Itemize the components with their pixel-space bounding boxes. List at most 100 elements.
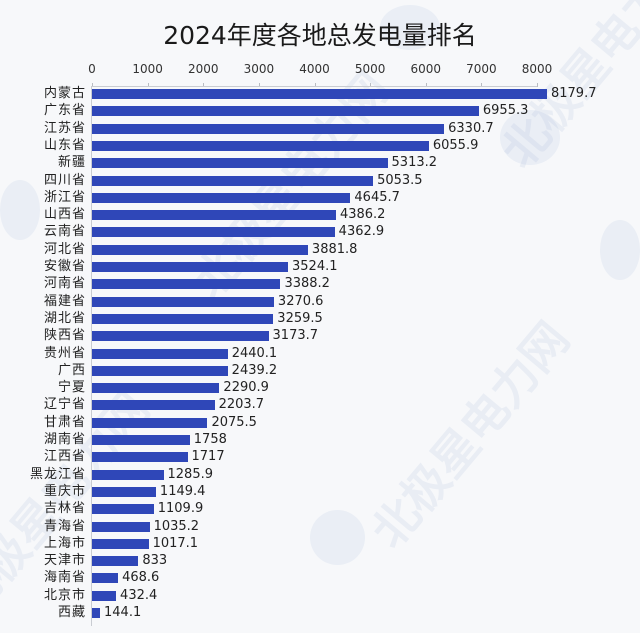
bar bbox=[92, 244, 308, 255]
category-label: 浙江省 bbox=[43, 189, 86, 205]
value-label: 1017.1 bbox=[152, 535, 199, 551]
bar bbox=[92, 123, 445, 134]
bar bbox=[92, 417, 208, 428]
bar-row: 重庆市 1149.4 bbox=[0, 483, 640, 500]
bar bbox=[92, 556, 139, 567]
x-tick-mark bbox=[481, 83, 483, 87]
bar-row: 天津市 833 bbox=[0, 552, 640, 569]
value-label: 3259.5 bbox=[277, 310, 323, 326]
x-tick-mark bbox=[370, 83, 372, 87]
category-label: 山东省 bbox=[43, 137, 86, 153]
bar-row: 云南省 4362.9 bbox=[0, 223, 640, 240]
x-tick-label: 6000 bbox=[410, 62, 442, 76]
category-label: 湖北省 bbox=[43, 310, 86, 326]
value-label: 6055.9 bbox=[432, 137, 479, 153]
value-label: 6330.7 bbox=[448, 120, 494, 136]
category-label: 宁夏 bbox=[57, 380, 86, 396]
bar bbox=[92, 486, 156, 497]
category-label: 福建省 bbox=[43, 293, 86, 309]
category-label: 黑龙江省 bbox=[29, 466, 86, 482]
bar-row: 湖南省 1758 bbox=[0, 431, 640, 448]
bar-row: 黑龙江省 1285.9 bbox=[0, 466, 640, 483]
value-label: 1717 bbox=[191, 449, 225, 465]
value-label: 3881.8 bbox=[311, 241, 358, 257]
category-label: 北京市 bbox=[43, 587, 86, 603]
x-tick-mark bbox=[314, 83, 316, 87]
x-tick-mark bbox=[203, 83, 205, 87]
value-label: 2203.7 bbox=[218, 397, 265, 413]
category-label: 云南省 bbox=[43, 224, 86, 240]
bar bbox=[92, 521, 150, 532]
bar bbox=[92, 192, 351, 203]
bar-row: 福建省 3270.6 bbox=[0, 293, 640, 310]
category-label: 天津市 bbox=[43, 553, 86, 569]
bar bbox=[92, 158, 388, 169]
value-label: 8179.7 bbox=[550, 86, 597, 101]
bar bbox=[92, 383, 220, 394]
x-tick-mark bbox=[147, 83, 149, 87]
value-label: 3388.2 bbox=[284, 276, 330, 292]
bar bbox=[92, 140, 429, 151]
bar bbox=[92, 279, 281, 290]
category-label: 湖南省 bbox=[43, 432, 86, 447]
value-label: 4386.2 bbox=[339, 207, 386, 223]
value-label: 1035.2 bbox=[153, 518, 200, 534]
bar bbox=[92, 365, 228, 376]
bar-row: 湖北省 3259.5 bbox=[0, 310, 640, 327]
x-tick-label: 0 bbox=[88, 62, 96, 76]
category-label: 河南省 bbox=[43, 276, 86, 292]
category-label: 河北省 bbox=[43, 241, 86, 257]
value-label: 1109.9 bbox=[157, 501, 204, 517]
bar-row: 西藏 144.1 bbox=[0, 604, 640, 621]
bar bbox=[92, 89, 547, 99]
category-label: 江西省 bbox=[43, 449, 86, 465]
value-label: 144.1 bbox=[104, 605, 142, 620]
bar-row: 江苏省 6330.7 bbox=[0, 120, 640, 137]
y-axis-line bbox=[91, 86, 92, 626]
x-tick-mark bbox=[258, 83, 260, 87]
bar bbox=[92, 227, 335, 238]
value-label: 1285.9 bbox=[167, 466, 214, 482]
category-label: 西藏 bbox=[57, 605, 86, 620]
bar-row: 山西省 4386.2 bbox=[0, 206, 640, 223]
value-label: 2075.5 bbox=[211, 414, 257, 430]
bar bbox=[92, 331, 269, 342]
category-label: 重庆市 bbox=[43, 483, 86, 499]
bar bbox=[92, 400, 215, 411]
bar-row: 贵州省 2440.1 bbox=[0, 345, 640, 362]
bar-row: 河北省 3881.8 bbox=[0, 241, 640, 258]
value-label: 468.6 bbox=[122, 570, 160, 586]
category-label: 甘肃省 bbox=[43, 414, 86, 430]
category-label: 山西省 bbox=[43, 207, 86, 223]
category-label: 上海市 bbox=[43, 535, 86, 551]
bar-row: 北京市 432.4 bbox=[0, 587, 640, 604]
x-axis-line bbox=[91, 86, 537, 87]
category-label: 安徽省 bbox=[43, 259, 86, 274]
bar bbox=[92, 608, 100, 618]
bar-row: 青海省 1035.2 bbox=[0, 518, 640, 535]
value-label: 3173.7 bbox=[272, 328, 319, 344]
bar-row: 上海市 1017.1 bbox=[0, 535, 640, 552]
bar-row: 陕西省 3173.7 bbox=[0, 327, 640, 344]
category-label: 内蒙古 bbox=[43, 86, 86, 101]
x-tick-label: 8000 bbox=[521, 62, 553, 76]
bar bbox=[92, 452, 188, 463]
x-tick-label: 7000 bbox=[466, 62, 497, 76]
bar-row: 新疆 5313.2 bbox=[0, 154, 640, 171]
bar bbox=[92, 538, 149, 549]
bar-row: 吉林省 1109.9 bbox=[0, 500, 640, 517]
chart-title: 2024年度各地总发电量排名 bbox=[163, 21, 477, 50]
x-tick-mark bbox=[537, 83, 538, 87]
bar-row: 江西省 1717 bbox=[0, 448, 640, 465]
category-label: 广东省 bbox=[43, 103, 86, 119]
bar-row: 辽宁省 2203.7 bbox=[0, 396, 640, 413]
bar-row: 甘肃省 2075.5 bbox=[0, 414, 640, 431]
bar bbox=[92, 175, 374, 186]
category-label: 新疆 bbox=[57, 155, 86, 171]
x-tick-label: 2000 bbox=[187, 62, 219, 76]
bar bbox=[92, 296, 274, 307]
value-label: 2290.9 bbox=[223, 380, 269, 396]
bar bbox=[92, 504, 154, 515]
bar-row: 内蒙古 8179.7 bbox=[0, 85, 640, 102]
category-label: 江苏省 bbox=[43, 120, 86, 136]
